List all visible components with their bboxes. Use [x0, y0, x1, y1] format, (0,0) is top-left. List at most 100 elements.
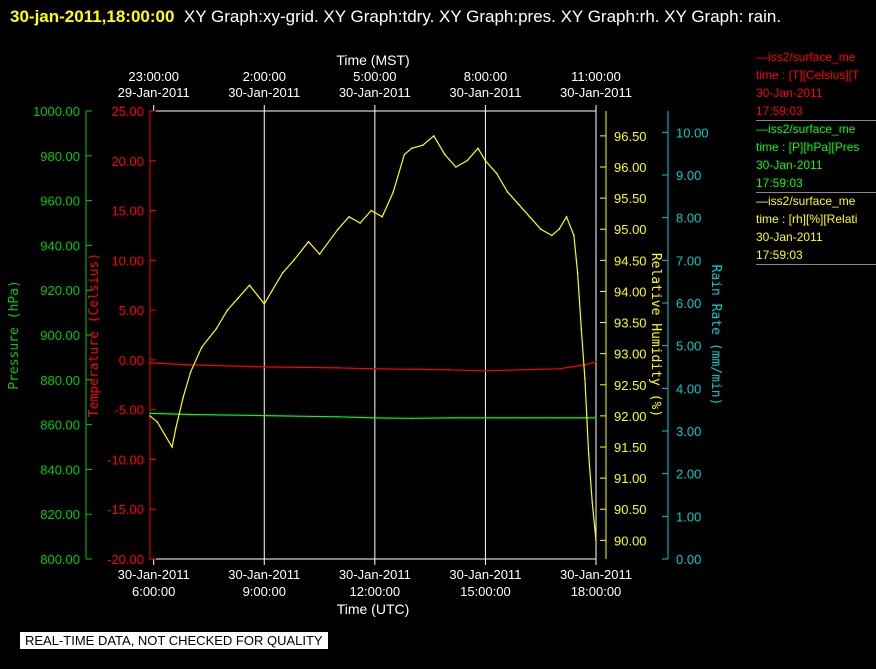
temperature-tick-label: 10.00: [111, 253, 144, 268]
series-relative_humidity-point: [281, 271, 284, 274]
series-relative_humidity-point: [292, 259, 295, 262]
series-relative_humidity-point: [270, 290, 273, 293]
series-relative_humidity-point: [517, 203, 520, 206]
pressure-tick-label: 880.00: [40, 373, 80, 388]
legend-separator: [756, 192, 876, 193]
series-relative_humidity-point: [506, 191, 509, 193]
series-relative_humidity-point: [591, 502, 594, 504]
rh-tick-label: 92.00: [614, 409, 647, 424]
x-tick-label-date: 30-Jan-2011: [449, 567, 521, 582]
series-temperature-point: [189, 364, 192, 366]
rh-tick-label: 95.00: [614, 222, 647, 237]
series-relative_humidity-point: [163, 433, 166, 436]
rh-tick-label: 90.50: [614, 502, 647, 517]
series-relative_humidity-point: [348, 215, 350, 218]
series-relative_humidity-point: [558, 228, 560, 231]
series-relative_humidity-point: [370, 209, 372, 212]
series-pressure-point: [521, 417, 524, 419]
series-relative_humidity-point: [237, 296, 240, 299]
x-tick-label-time: 9:00:00: [243, 584, 286, 599]
series-temperature-point: [521, 369, 524, 371]
series-temperature-point: [374, 368, 376, 370]
rh-axis-title: Relative Humidity (%): [648, 253, 663, 417]
temperature-tick-label: -20.00: [107, 552, 144, 567]
series-relative_humidity-point: [318, 253, 321, 255]
series-pressure-point: [484, 417, 487, 419]
rh-tick-label: 93.50: [614, 316, 647, 331]
series-pressure-point: [410, 417, 413, 420]
top-axis-title: Time (MST): [336, 52, 409, 68]
pressure-tick-label: 1000.00: [33, 104, 80, 119]
temperature-tick-label: 0.00: [119, 353, 144, 368]
series-relative_humidity-point: [495, 172, 498, 175]
top-tick-label-date: 29-Jan-2011: [118, 85, 190, 100]
series-relative_humidity-point: [307, 240, 310, 243]
series-relative_humidity-point: [580, 327, 583, 330]
rh-tick-label: 93.00: [614, 347, 647, 362]
temperature-tick-label: -10.00: [107, 452, 144, 467]
temperature-axis-title: Temperature (Celsius): [87, 253, 102, 417]
rain-tick-label: 9.00: [676, 168, 701, 183]
legend-date: 30-Jan-2011: [756, 158, 823, 172]
timestamp: 30-jan-2011,18:00:00: [10, 7, 175, 26]
x-tick-label-time: 15:00:00: [460, 584, 511, 599]
series-relative_humidity-point: [215, 327, 218, 330]
top-tick-label-time: 5:00:00: [353, 69, 396, 84]
series-temperature-point: [484, 370, 487, 372]
pressure-tick-label: 920.00: [40, 283, 80, 298]
x-tick-label-time: 12:00:00: [350, 584, 401, 599]
series-pressure-point: [149, 412, 151, 415]
legend-line1: —iss2/surface_me: [756, 194, 856, 208]
rh-tick-label: 96.50: [614, 129, 647, 144]
top-tick-label-time: 2:00:00: [243, 69, 286, 84]
rain-tick-label: 1.00: [676, 509, 701, 524]
series-relative_humidity-point: [156, 421, 159, 423]
legend-line2: time : [P][hPa][Pres: [756, 140, 860, 154]
legend-line2: time : [rh][%][Relati: [756, 212, 858, 226]
legend-separator: [756, 120, 876, 121]
series-relative_humidity-point: [263, 303, 266, 305]
legend-entry: —iss2/surface_me time : [T][Celsius][T 30-…: [756, 48, 876, 121]
pressure-tick-label: 800.00: [40, 552, 80, 567]
pressure-tick-label: 940.00: [40, 238, 80, 253]
rain-tick-label: 5.00: [676, 339, 701, 354]
series-relative_humidity-point: [248, 284, 251, 287]
rh-tick-label: 91.00: [614, 471, 647, 486]
legend-date: 30-Jan-2011: [756, 86, 823, 100]
x-tick-label-date: 30-Jan-2011: [228, 567, 300, 582]
x-tick-label-date: 30-Jan-2011: [339, 567, 411, 582]
series-relative_humidity-point: [200, 346, 203, 349]
top-tick-label-time: 8:00:00: [464, 69, 507, 84]
series-relative_humidity-point: [528, 215, 531, 218]
series-pressure-point: [374, 417, 376, 419]
pressure-tick-label: 860.00: [40, 418, 80, 433]
series-relative_humidity-point: [455, 166, 457, 168]
series-relative_humidity-point: [444, 153, 446, 156]
temperature-tick-label: -5.00: [114, 403, 144, 418]
pressure-tick-label: 820.00: [40, 507, 80, 522]
series-relative_humidity-point: [466, 159, 468, 162]
rain-tick-label: 8.00: [676, 211, 701, 226]
rain-tick-label: 2.00: [676, 467, 701, 482]
x-tick-label-time: 18:00:00: [571, 584, 622, 599]
legend-time: 17:59:03: [756, 104, 803, 118]
x-axis-title: Time (UTC): [337, 601, 410, 617]
x-tick-label-date: 30-Jan-2011: [560, 567, 632, 582]
series-relative_humidity-point: [484, 159, 487, 162]
series-relative_humidity-point: [539, 228, 542, 231]
series-relative_humidity-point: [182, 396, 184, 399]
series-relative_humidity-point: [477, 147, 479, 150]
top-tick-label-date: 30-Jan-2011: [560, 85, 632, 100]
legend-entry: —iss2/surface_me time : [rh][%][Relati 30-…: [756, 192, 876, 265]
legend-separator: [756, 264, 876, 265]
rh-tick-label: 94.50: [614, 253, 647, 268]
plot-frame: [149, 110, 597, 560]
series-relative_humidity-point: [392, 191, 395, 193]
pressure-tick-label: 840.00: [40, 462, 80, 477]
series-relative_humidity-point: [403, 153, 406, 156]
series-relative_humidity-point: [175, 427, 177, 430]
rh-tick-label: 95.50: [614, 191, 647, 206]
legend-line2: time : [T][Celsius][T: [756, 68, 860, 82]
series-relative_humidity-point: [337, 228, 339, 231]
